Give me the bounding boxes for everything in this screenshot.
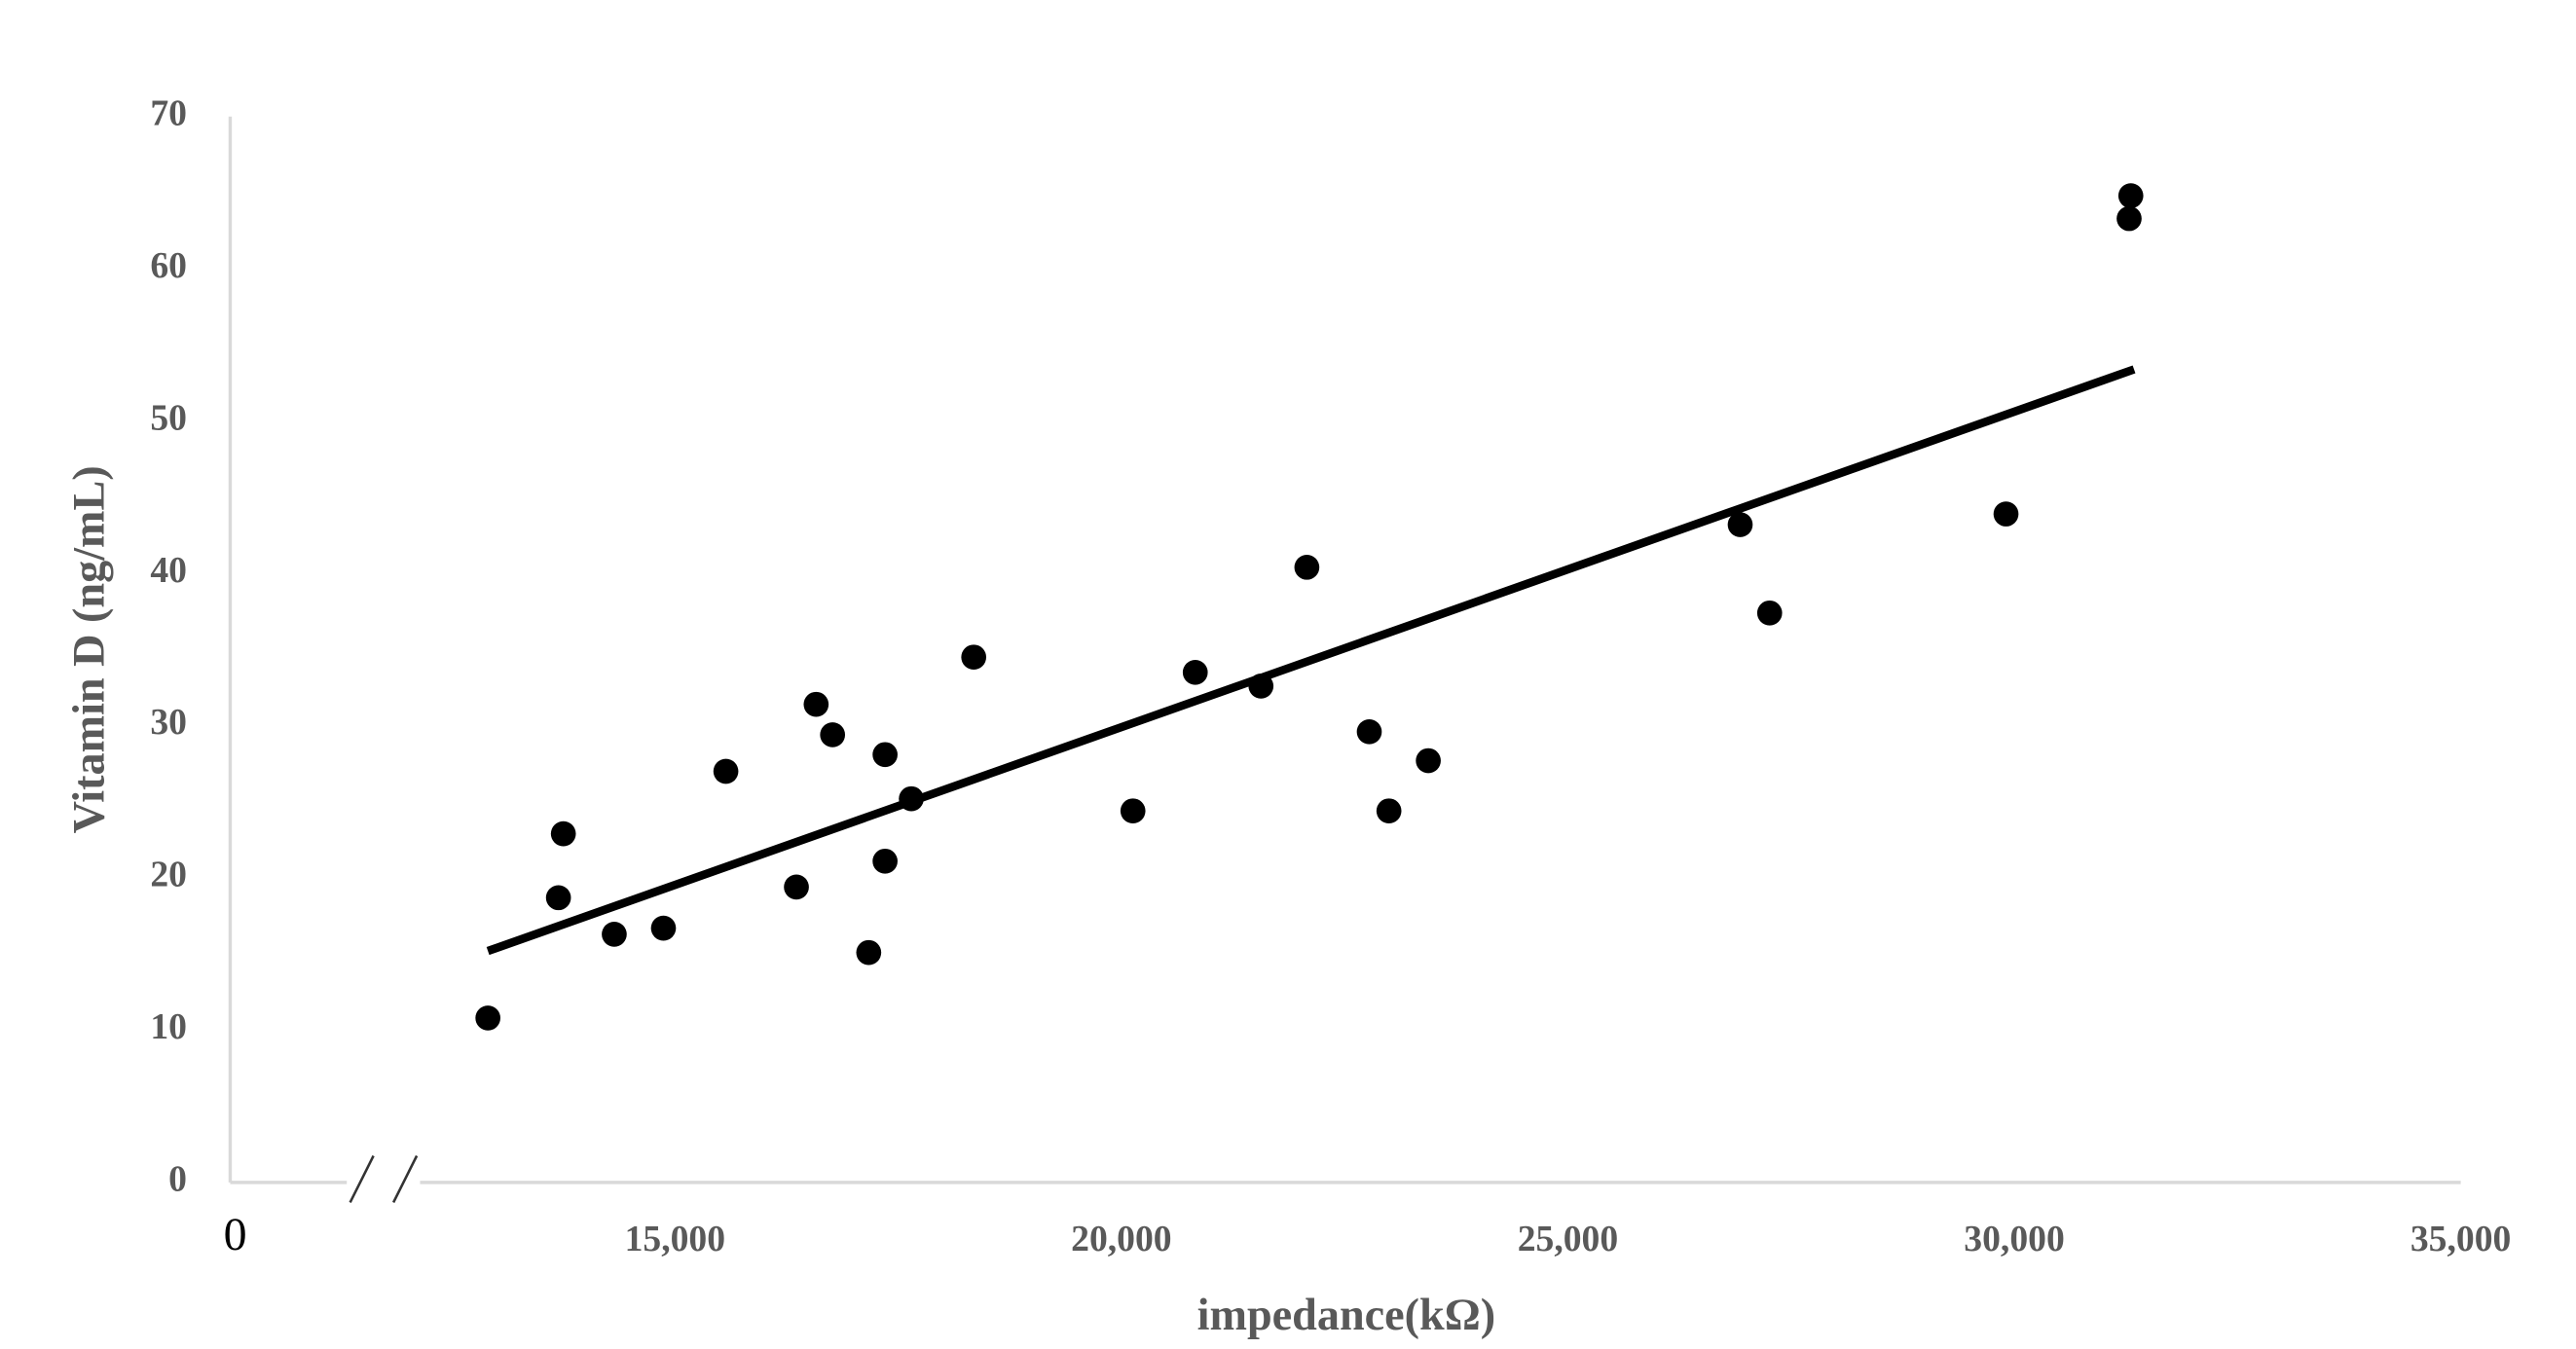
point <box>545 885 571 911</box>
y-tick-label: 20 <box>150 855 187 895</box>
y-tick-label: 60 <box>150 245 187 286</box>
point <box>1416 747 1441 774</box>
point <box>2117 183 2144 208</box>
point <box>803 691 829 717</box>
x-axis-title: impedance(kΩ) <box>1197 1290 1495 1339</box>
x-tick-label: 0 <box>224 1209 247 1260</box>
y-tick-label: 50 <box>150 397 187 438</box>
x-tick-label: 25,000 <box>1518 1219 1618 1259</box>
point <box>550 820 576 847</box>
point <box>1993 501 2019 527</box>
axis-break <box>347 1148 421 1203</box>
axis-break-gap <box>347 1148 421 1199</box>
point <box>961 644 987 670</box>
point <box>1356 718 1382 745</box>
point <box>602 922 627 947</box>
point <box>856 939 882 966</box>
point <box>1120 798 1146 823</box>
point <box>650 915 677 941</box>
y-tick-label: 40 <box>150 550 187 591</box>
axis-break-mark <box>349 1154 375 1203</box>
point <box>1182 659 1208 685</box>
x-tick-label: 20,000 <box>1071 1219 1171 1259</box>
point <box>713 758 739 784</box>
point <box>872 742 898 768</box>
point <box>1756 600 1783 626</box>
axis-break-mark <box>391 1154 419 1203</box>
point <box>475 1005 501 1031</box>
point <box>820 722 846 747</box>
y-tick-label: 10 <box>150 1006 187 1047</box>
y-axis-title: Vitamin D (ng/mL) <box>64 465 114 833</box>
point <box>1727 512 1753 537</box>
point <box>784 874 809 900</box>
point <box>1376 798 1402 823</box>
y-tick-label: 0 <box>168 1159 187 1200</box>
point <box>2116 205 2142 232</box>
point <box>872 848 898 874</box>
x-tick-label: 15,000 <box>625 1219 725 1259</box>
y-tick-label: 30 <box>150 702 187 743</box>
trendline <box>486 365 2136 956</box>
y-tick-label: 70 <box>150 92 187 133</box>
x-tick-label: 35,000 <box>2410 1219 2511 1259</box>
points <box>475 183 2144 1031</box>
point <box>1294 555 1320 580</box>
x-tick-label: 30,000 <box>1964 1219 2064 1259</box>
